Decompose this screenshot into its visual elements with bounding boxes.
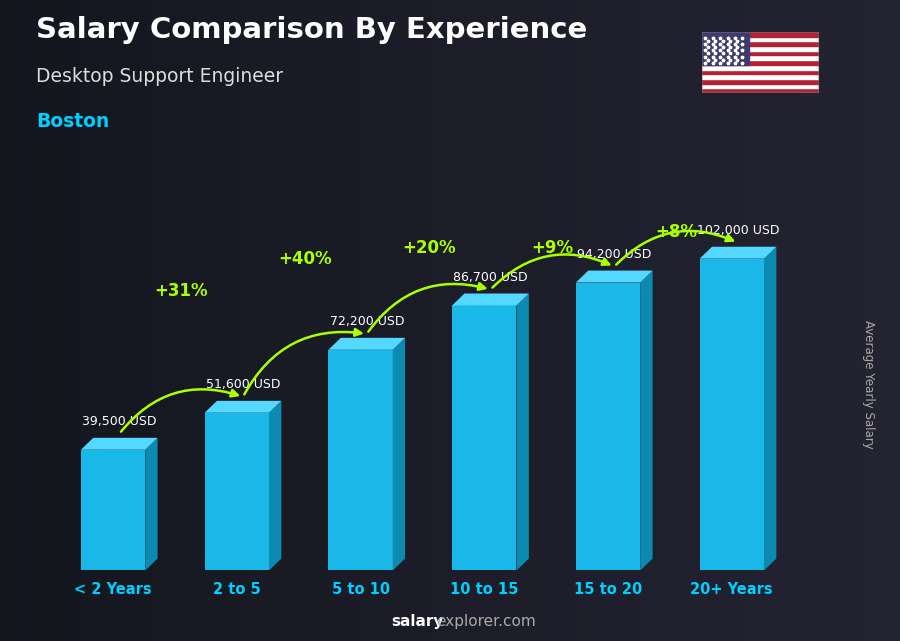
Text: +31%: +31% [154,282,208,300]
Bar [702,74,819,79]
Text: 86,700 USD: 86,700 USD [454,271,527,283]
Bar [204,413,269,570]
Bar [452,306,517,570]
Bar [328,350,392,570]
Bar [702,69,819,74]
Polygon shape [392,338,405,570]
Bar [702,56,819,60]
Text: 72,200 USD: 72,200 USD [329,315,404,328]
Text: 102,000 USD: 102,000 USD [697,224,779,237]
Text: 94,200 USD: 94,200 USD [577,247,652,261]
Text: Average Yearly Salary: Average Yearly Salary [862,320,875,449]
Polygon shape [269,401,282,570]
Bar [702,83,819,88]
Bar [702,46,819,51]
Text: Salary Comparison By Experience: Salary Comparison By Experience [36,16,587,44]
Polygon shape [517,294,529,570]
Bar [702,79,819,83]
Text: +8%: +8% [655,222,698,240]
Text: 39,500 USD: 39,500 USD [82,415,157,428]
Text: explorer.com: explorer.com [436,615,536,629]
Bar [702,37,819,42]
Text: +40%: +40% [278,251,332,269]
Bar [702,32,819,37]
Polygon shape [328,338,405,350]
Polygon shape [81,438,158,450]
Text: Desktop Support Engineer: Desktop Support Engineer [36,67,284,87]
Bar [576,283,640,570]
Bar [81,450,145,570]
Bar [702,32,749,65]
Polygon shape [145,438,158,570]
Polygon shape [452,294,529,306]
Bar [702,65,819,69]
Polygon shape [204,401,282,413]
Polygon shape [764,247,777,570]
Polygon shape [576,271,652,283]
Text: salary: salary [392,615,444,629]
Bar [702,60,819,65]
Text: Boston: Boston [36,112,109,131]
Bar [702,42,819,46]
Text: +9%: +9% [531,238,573,256]
Polygon shape [640,271,652,570]
Bar [699,259,764,570]
Text: +20%: +20% [401,238,455,256]
Bar [702,51,819,56]
Polygon shape [699,247,777,259]
Bar [702,88,819,93]
Text: 51,600 USD: 51,600 USD [206,378,280,391]
